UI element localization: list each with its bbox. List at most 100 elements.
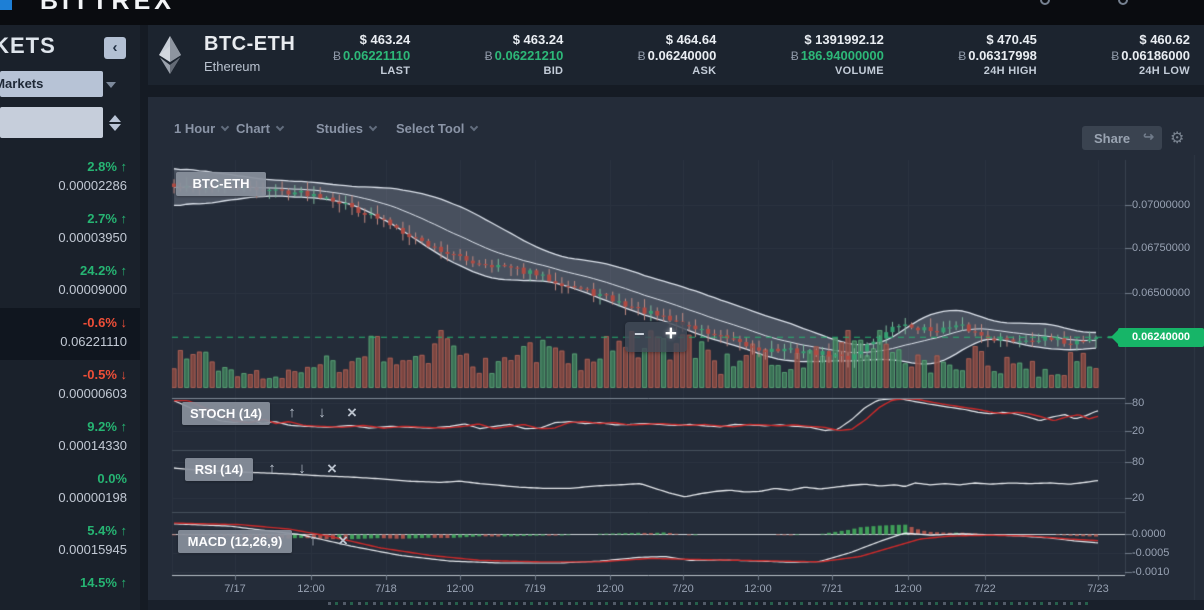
brand-wordmark[interactable]: BITTREX bbox=[40, 0, 175, 15]
market-change-pct: 24.2% ↑ bbox=[80, 263, 127, 278]
market-last-price: 0.00000603 bbox=[58, 386, 127, 401]
sort-icon[interactable] bbox=[108, 115, 122, 131]
markets-sidebar: MARKETS ‹ All Markets 2.8% ↑0.000022862.… bbox=[0, 25, 140, 610]
market-list-item[interactable]: 5.4% ↑ 0.00015945 bbox=[0, 516, 140, 568]
chevron-down-icon bbox=[368, 122, 378, 132]
market-list-item[interactable]: -0.5% ↓ 0.00000603 bbox=[0, 360, 140, 412]
stat-24h-low: $ 460.62 Ƀ 0.06186000 24H LOW bbox=[1111, 32, 1190, 79]
macd-panel-badge: MACD (12,26,9) bbox=[178, 530, 292, 553]
market-change-pct: 2.8% ↑ bbox=[87, 159, 127, 174]
market-last-price: 0.00015945 bbox=[58, 542, 127, 557]
bottom-ticker-cut bbox=[148, 600, 1204, 610]
pair-subtitle: Ethereum bbox=[204, 59, 261, 74]
share-button[interactable]: Share ↪ bbox=[1082, 126, 1162, 150]
market-change-pct: 9.2% ↑ bbox=[87, 419, 127, 434]
stat-btc-value: Ƀ 186.94000000 bbox=[790, 48, 884, 63]
bittrex-logo-icon[interactable] bbox=[0, 0, 12, 10]
market-list-item[interactable]: 2.8% ↑ 0.00002286 bbox=[0, 152, 140, 204]
market-last-price: 0.00003950 bbox=[58, 230, 127, 245]
stat-usd-value: $ 470.45 bbox=[986, 32, 1037, 47]
btc-symbol-icon: Ƀ bbox=[790, 49, 799, 63]
market-change-pct: -0.5% ↓ bbox=[82, 367, 127, 382]
sidebar-collapse-button[interactable]: ‹ bbox=[104, 37, 126, 59]
market-list-item[interactable]: 9.2% ↑ 0.00014330 bbox=[0, 412, 140, 464]
stat-btc-value: Ƀ 0.06186000 bbox=[1111, 48, 1190, 63]
market-header: BTC-ETH Ethereum $ 463.24 Ƀ 0.06221110 LAST… bbox=[148, 25, 1204, 85]
market-last-price: 0.00014330 bbox=[58, 438, 127, 453]
chevron-down-icon bbox=[470, 122, 479, 132]
settings-gear-icon[interactable]: ⚙ bbox=[1170, 130, 1185, 147]
market-change-pct: 5.4% ↑ bbox=[87, 523, 127, 538]
stat-usd-value: $ 463.24 bbox=[512, 32, 564, 47]
market-last-price: 0.06221110 bbox=[60, 334, 127, 349]
chart-type-dropdown[interactable]: Chart bbox=[236, 121, 285, 141]
price-chart-canvas[interactable] bbox=[148, 155, 1204, 600]
market-search-input[interactable] bbox=[0, 107, 103, 138]
rsi-move-down-button[interactable]: ↓ bbox=[298, 460, 306, 477]
chevron-left-icon: ‹ bbox=[112, 39, 118, 56]
btc-symbol-icon: Ƀ bbox=[958, 49, 967, 63]
stoch-close-button[interactable]: × bbox=[347, 403, 357, 422]
stat-btc-value: Ƀ 0.06240000 bbox=[637, 48, 717, 63]
market-filter-dropdown[interactable]: All Markets bbox=[0, 71, 103, 97]
market-change-pct: 2.7% ↑ bbox=[87, 211, 127, 226]
stat-label: ASK bbox=[692, 65, 717, 77]
rsi-panel-badge: RSI (14) bbox=[185, 458, 253, 481]
stoch-move-up-button[interactable]: ↑ bbox=[288, 404, 296, 421]
stoch-move-down-button[interactable]: ↓ bbox=[318, 404, 326, 421]
stat-btc-value: Ƀ 0.06221110 bbox=[333, 48, 411, 63]
btc-symbol-icon: Ƀ bbox=[1111, 49, 1120, 63]
market-list-item[interactable]: 2.7% ↑ 0.00003950 bbox=[0, 204, 140, 256]
stat-label: BID bbox=[543, 65, 564, 77]
nav-menu-dots-icon[interactable]: ⋯ bbox=[1183, 0, 1198, 7]
market-change-pct: 14.5% ↑ bbox=[80, 575, 127, 590]
btc-symbol-icon: Ƀ bbox=[333, 49, 342, 63]
stat-label: VOLUME bbox=[835, 65, 884, 77]
chevron-down-icon bbox=[275, 122, 285, 132]
market-list-item[interactable]: -0.6% ↓ 0.06221110 bbox=[0, 308, 140, 360]
market-list-item[interactable]: 14.5% ↑ bbox=[0, 568, 140, 610]
market-list-item[interactable]: 24.2% ↑ 0.00009000 bbox=[0, 256, 140, 308]
stat-usd-value: $ 464.64 bbox=[665, 32, 717, 47]
interval-dropdown[interactable]: 1 Hour bbox=[174, 121, 230, 141]
stat-label: LAST bbox=[380, 65, 411, 77]
market-change-pct: -0.6% ↓ bbox=[82, 315, 127, 330]
stat-ask: $ 464.64 Ƀ 0.06240000 ASK bbox=[638, 32, 717, 79]
stat-btc-value: Ƀ 0.06221210 bbox=[484, 48, 564, 63]
stat-label: 24H LOW bbox=[1138, 65, 1190, 77]
market-list-item[interactable]: 0.0% 0.00000198 bbox=[0, 464, 140, 516]
markets-title: MARKETS bbox=[0, 33, 56, 58]
stat-usd-value: $ 460.62 bbox=[1139, 32, 1190, 47]
chart-module: 1 Hour Chart Studies Select Tool Share ↪ … bbox=[148, 97, 1204, 600]
chevron-down-icon bbox=[220, 122, 230, 132]
btc-symbol-icon: Ƀ bbox=[484, 49, 493, 63]
btc-symbol-icon: Ƀ bbox=[637, 49, 646, 63]
stat-24h-high: $ 470.45 Ƀ 0.06317998 24H HIGH bbox=[958, 32, 1037, 79]
stat-label: 24H HIGH bbox=[983, 65, 1037, 77]
top-nav: BITTREX ⋯ bbox=[0, 0, 1204, 25]
current-price-tag: 0.06240000 bbox=[1111, 328, 1204, 347]
share-arrow-icon: ↪ bbox=[1143, 129, 1154, 144]
rsi-close-button[interactable]: × bbox=[327, 459, 337, 478]
chart-zoom-control: − + bbox=[625, 322, 687, 352]
rsi-move-up-button[interactable]: ↑ bbox=[268, 460, 276, 477]
zoom-in-button[interactable]: + bbox=[664, 322, 677, 345]
nav-circle-icon-2[interactable] bbox=[1118, 0, 1128, 5]
market-last-price: 0.00009000 bbox=[58, 282, 127, 297]
market-list: 2.8% ↑ 0.00002286 2.7% ↑ 0.00003950 24.2% ↑ 0… bbox=[0, 152, 140, 610]
stat-btc-value: Ƀ 0.06317998 bbox=[958, 48, 1037, 63]
pair-title: BTC-ETH bbox=[204, 33, 296, 55]
stat-bid: $ 463.24 Ƀ 0.06221210 BID bbox=[485, 32, 564, 79]
macd-close-button[interactable]: × bbox=[338, 531, 348, 550]
market-last-price: 0.00002286 bbox=[58, 178, 127, 193]
stat-usd-value: $ 1391992.12 bbox=[804, 32, 884, 47]
studies-dropdown[interactable]: Studies bbox=[316, 121, 378, 141]
macd-move-up-button[interactable]: ↑ bbox=[309, 532, 317, 549]
nav-circle-icon-1[interactable] bbox=[1040, 0, 1050, 5]
select-tool-dropdown[interactable]: Select Tool bbox=[396, 121, 479, 141]
zoom-out-button[interactable]: − bbox=[634, 324, 645, 344]
market-last-price: 0.00000198 bbox=[58, 490, 127, 505]
dropdown-caret-icon bbox=[106, 82, 116, 88]
market-change-pct: 0.0% bbox=[97, 471, 127, 486]
